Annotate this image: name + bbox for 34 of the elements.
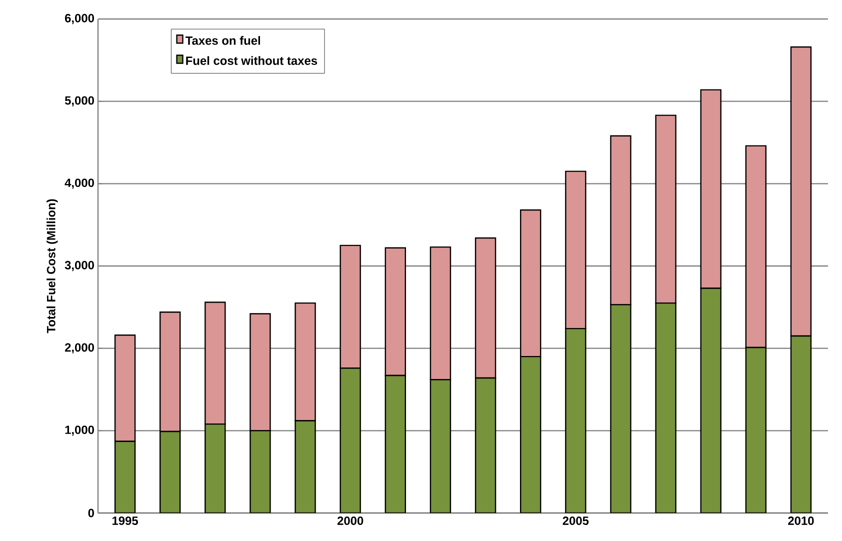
bar [250,313,271,432]
bar [384,374,406,513]
x-tick-label: 1995 [112,516,138,525]
y-tick-label: 6,000 [65,14,94,24]
y-tick-label: 3,000 [64,260,94,272]
y-axis-title: Total Fuel Cost (Million) [46,199,58,334]
bar [204,302,226,425]
y-tick-label: 4,000 [64,178,94,189]
x-tick-label: 2005 [562,516,589,525]
bar [340,367,361,513]
y-tick-label: 1,000 [65,426,94,436]
x-tick-label: 2000 [337,516,364,525]
bar [474,377,496,513]
bar [610,304,632,513]
x-tick-label: 2010 [788,516,814,525]
bar [204,423,226,513]
y-tick-label: 5,000 [64,96,94,106]
bar [655,302,676,513]
bar [160,312,181,432]
bar [294,302,316,422]
bar [160,430,181,513]
bar [745,346,767,513]
legend-label: Taxes on fuel [185,36,260,45]
y-tick-label: 0 [88,508,94,518]
legend-label: Fuel cost without taxes [186,56,318,65]
y-tick-label: 2,000 [64,343,94,354]
bar [294,420,316,513]
bar [565,328,586,513]
bar [430,379,452,513]
bar [250,430,271,513]
bar [114,440,136,513]
bar [790,335,812,513]
bar [700,288,722,513]
bar [520,356,542,513]
